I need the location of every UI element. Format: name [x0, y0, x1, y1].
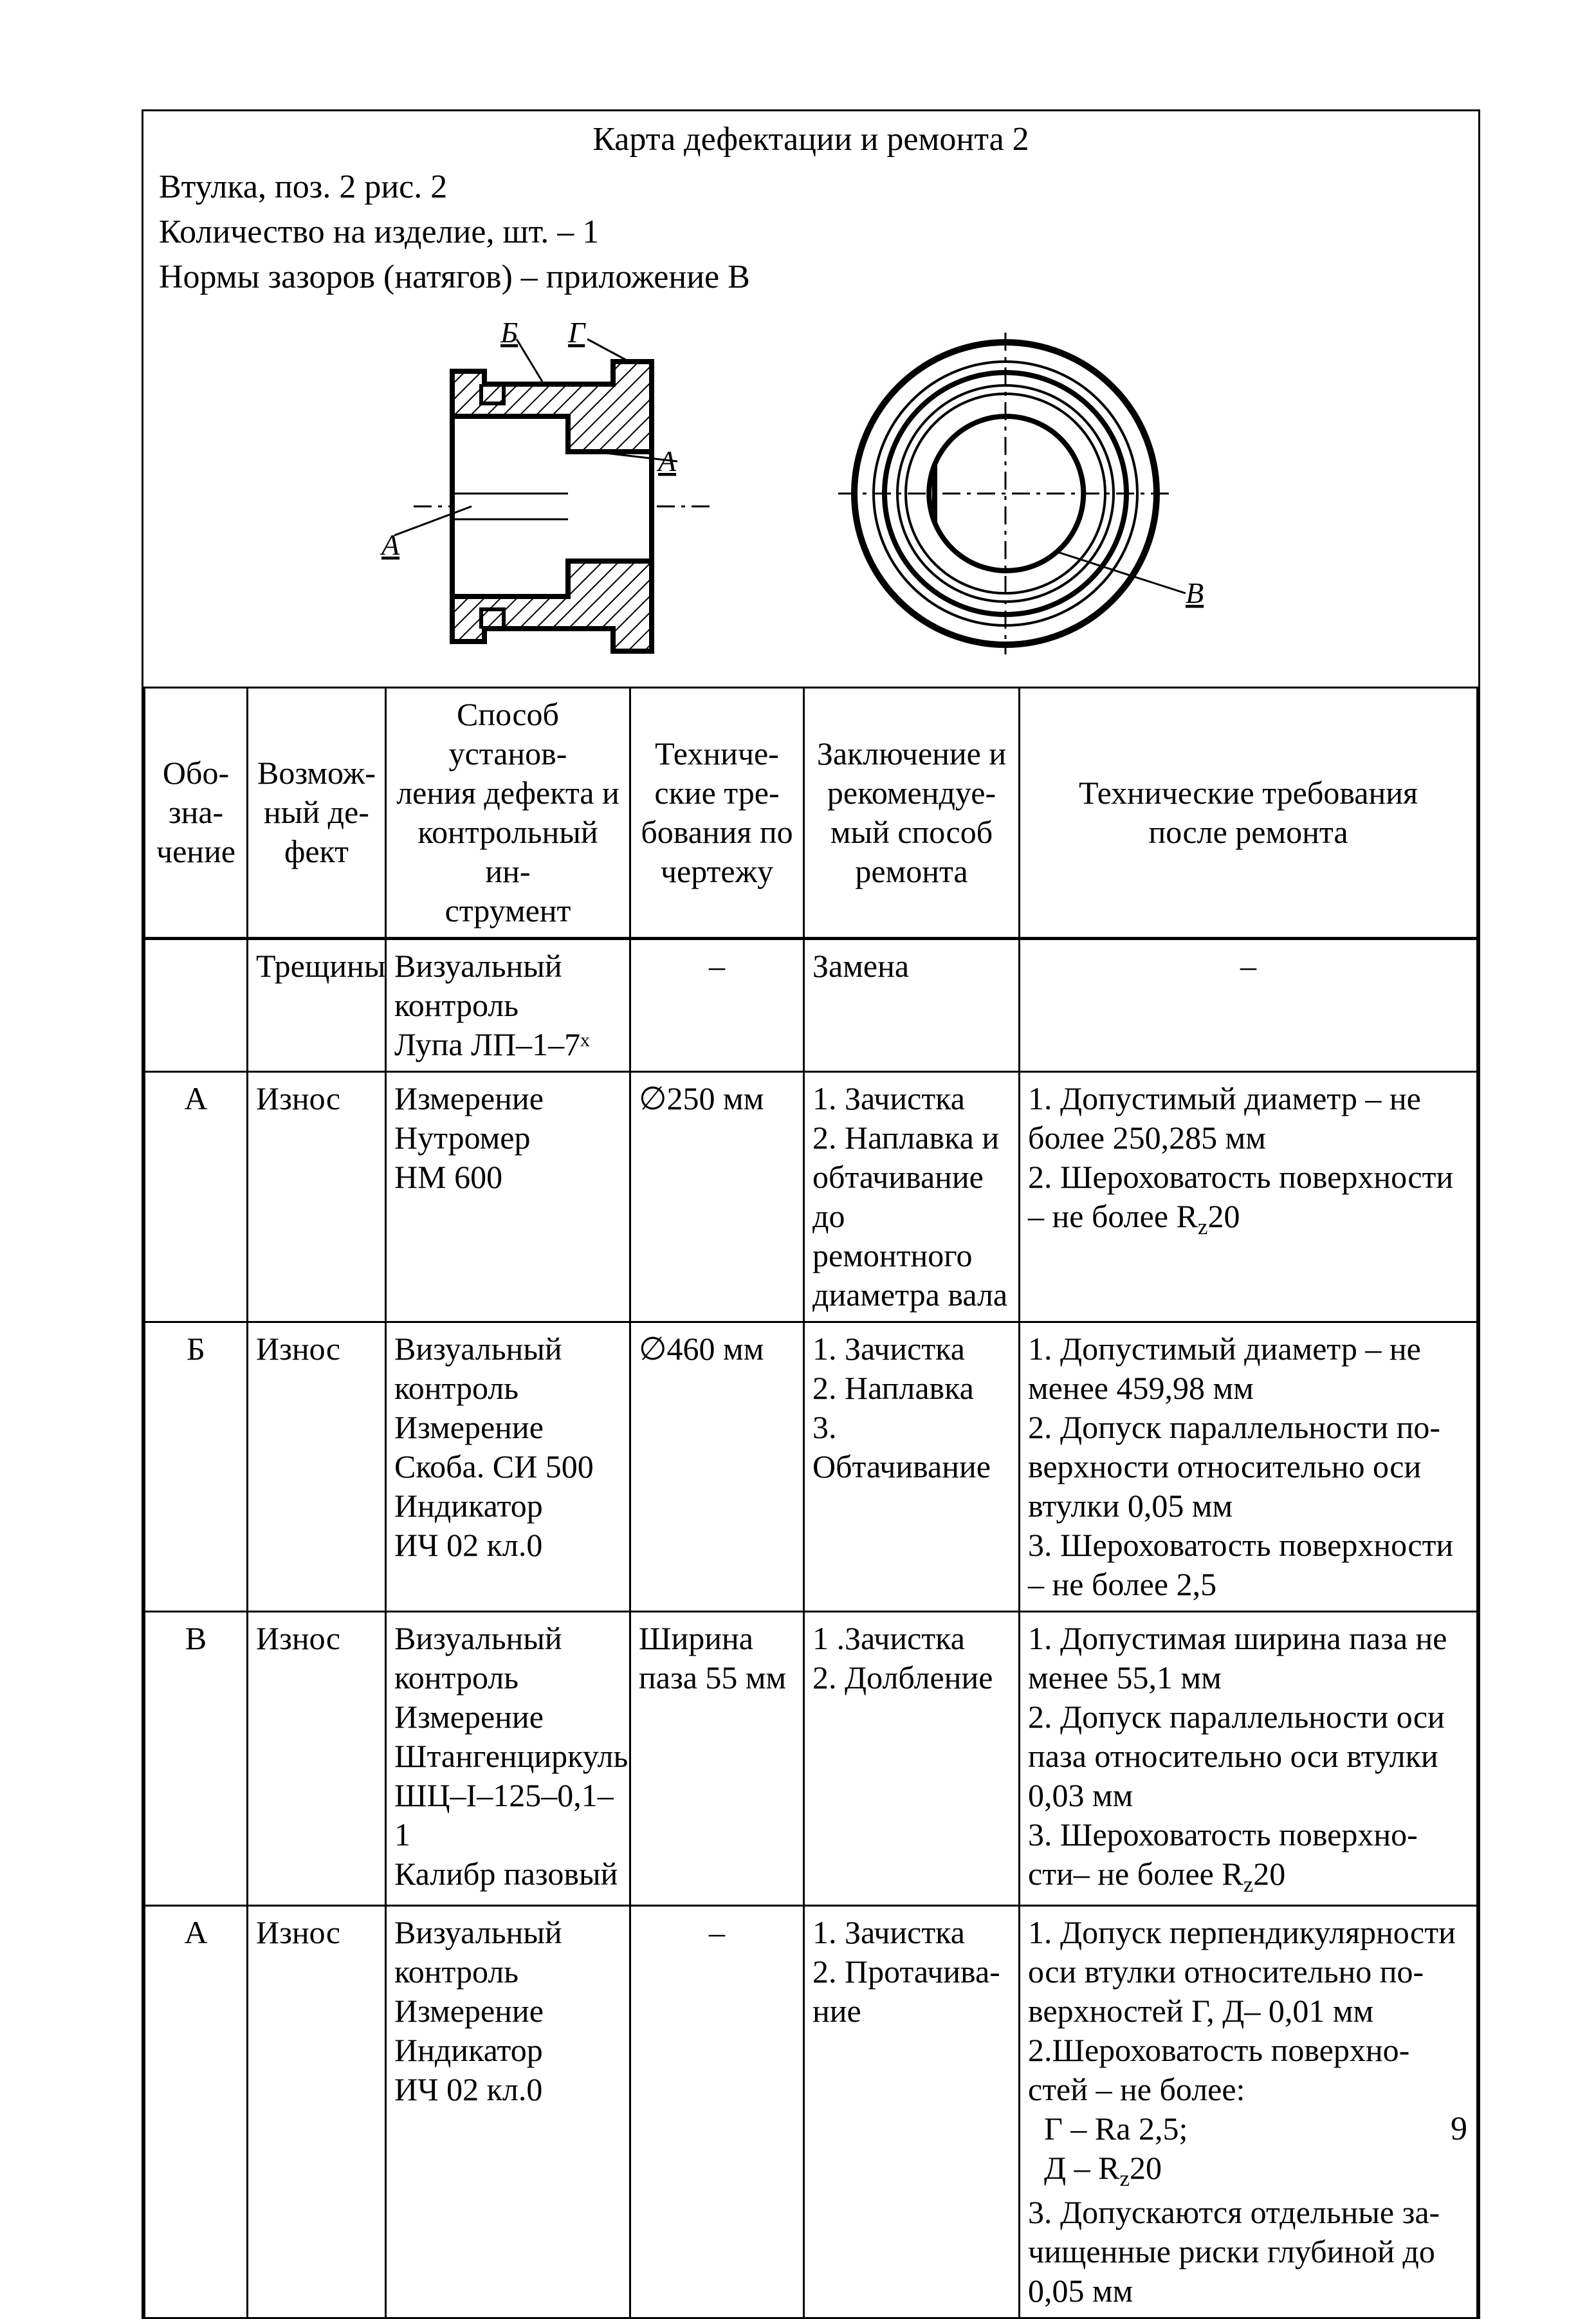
table-cell: ∅460 мм — [630, 1322, 804, 1611]
table-cell: Износ — [248, 1906, 386, 2317]
th-defect: Возмож-ный де-фект — [248, 687, 386, 938]
th-techreq: Техниче-ские тре-бования почертежу — [630, 687, 804, 938]
defects-table: Обо-зна-чение Возмож-ный де-фект Способ … — [143, 687, 1478, 2317]
table-cell: 1. Допустимый диаметр – неменее 459,98 м… — [1020, 1322, 1478, 1611]
table-row: АИзносВизуальныйконтрольИзмерениеИндикат… — [145, 1906, 1478, 2317]
table-cell: А — [145, 1906, 248, 2317]
table-cell: Износ — [248, 1611, 386, 1906]
table-cell: ∅250 мм — [630, 1071, 804, 1322]
table-cell: Износ — [248, 1322, 386, 1611]
table-row: ТрещиныВизуальныйконтрольЛупа ЛП–1–7ˣ–За… — [145, 938, 1478, 1071]
label-a-inner: А — [656, 445, 677, 477]
table-cell: 1. Допуск перпендикулярностиоси втулки о… — [1020, 1906, 1478, 2317]
table-cell: ВизуальныйконтрольИзмерениеШтангенциркул… — [386, 1611, 630, 1906]
th-afterrepair: Технические требованияпосле ремонта — [1020, 687, 1478, 938]
table-cell: 1. Допустимая ширина паза неменее 55,1 м… — [1020, 1611, 1478, 1906]
table-cell: 1. Допустимый диаметр – неболее 250,285 … — [1020, 1071, 1478, 1322]
table-cell: 1. Зачистка2. Протачива-ние — [804, 1906, 1020, 2317]
table-cell: – — [1020, 938, 1478, 1071]
table-cell: А — [145, 1071, 248, 1322]
table-cell: ВизуальныйконтрольИзмерениеСкоба. СИ 500… — [386, 1322, 630, 1611]
table-cell: – — [630, 1906, 804, 2317]
card-frame: Карта дефектации и ремонта 2 Втулка, поз… — [142, 109, 1480, 2319]
table-header-row: Обо-зна-чение Возмож-ный де-фект Способ … — [145, 687, 1478, 938]
table-cell: Трещины — [248, 938, 386, 1071]
table-cell: Износ — [248, 1071, 386, 1322]
table-cell: 1. Зачистка2. Наплавка3. Обтачивание — [804, 1322, 1020, 1611]
drawings-row: Б Г А А — [143, 307, 1478, 687]
table-cell: ИзмерениеНутромерНМ 600 — [386, 1071, 630, 1322]
th-designation: Обо-зна-чение — [145, 687, 248, 938]
th-conclusion: Заключение ирекомендуе-мый способремонта — [804, 687, 1020, 938]
table-cell: Б — [145, 1322, 248, 1611]
table-cell: Ширинапаза 55 мм — [630, 1611, 804, 1906]
label-b: Б — [500, 316, 518, 349]
intro-line: Нормы зазоров (натягов) – приложение В — [159, 255, 1463, 300]
table-row: АИзносИзмерениеНутромерНМ 600∅250 мм1. З… — [145, 1071, 1478, 1322]
card-intro: Втулка, поз. 2 рис. 2 Количество на изде… — [143, 162, 1478, 307]
label-a-left: А — [380, 528, 400, 561]
intro-line: Втулка, поз. 2 рис. 2 — [159, 165, 1463, 210]
intro-line: Количество на изделие, шт. – 1 — [159, 210, 1463, 255]
table-row: БИзносВизуальныйконтрольИзмерениеСкоба. … — [145, 1322, 1478, 1611]
table-cell: – — [630, 938, 804, 1071]
label-g: Г — [567, 316, 586, 349]
table-body: ТрещиныВизуальныйконтрольЛупа ЛП–1–7ˣ–За… — [145, 938, 1478, 2317]
table-cell: В — [145, 1611, 248, 1906]
section-view-drawing: Б Г А А — [375, 313, 735, 674]
table-cell: ВизуальныйконтрольИзмерениеИндикаторИЧ 0… — [386, 1906, 630, 2317]
table-cell: 1 .Зачистка2. Долбление — [804, 1611, 1020, 1906]
table-cell: 1. Зачистка2. Наплавка иобтачиваниедо ре… — [804, 1071, 1020, 1322]
table-cell — [145, 938, 248, 1071]
label-v: В — [1186, 577, 1204, 609]
table-cell: Замена — [804, 938, 1020, 1071]
page-number: 9 — [1451, 2110, 1467, 2148]
page: Карта дефектации и ремонта 2 Втулка, поз… — [0, 0, 1596, 2257]
table-cell: ВизуальныйконтрольЛупа ЛП–1–7ˣ — [386, 938, 630, 1071]
th-method: Способ установ-ления дефекта иконтрольны… — [386, 687, 630, 938]
card-title: Карта дефектации и ремонта 2 — [143, 111, 1478, 162]
front-view-drawing: В — [825, 313, 1224, 674]
table-row: ВИзносВизуальныйконтрольИзмерениеШтанген… — [145, 1611, 1478, 1906]
